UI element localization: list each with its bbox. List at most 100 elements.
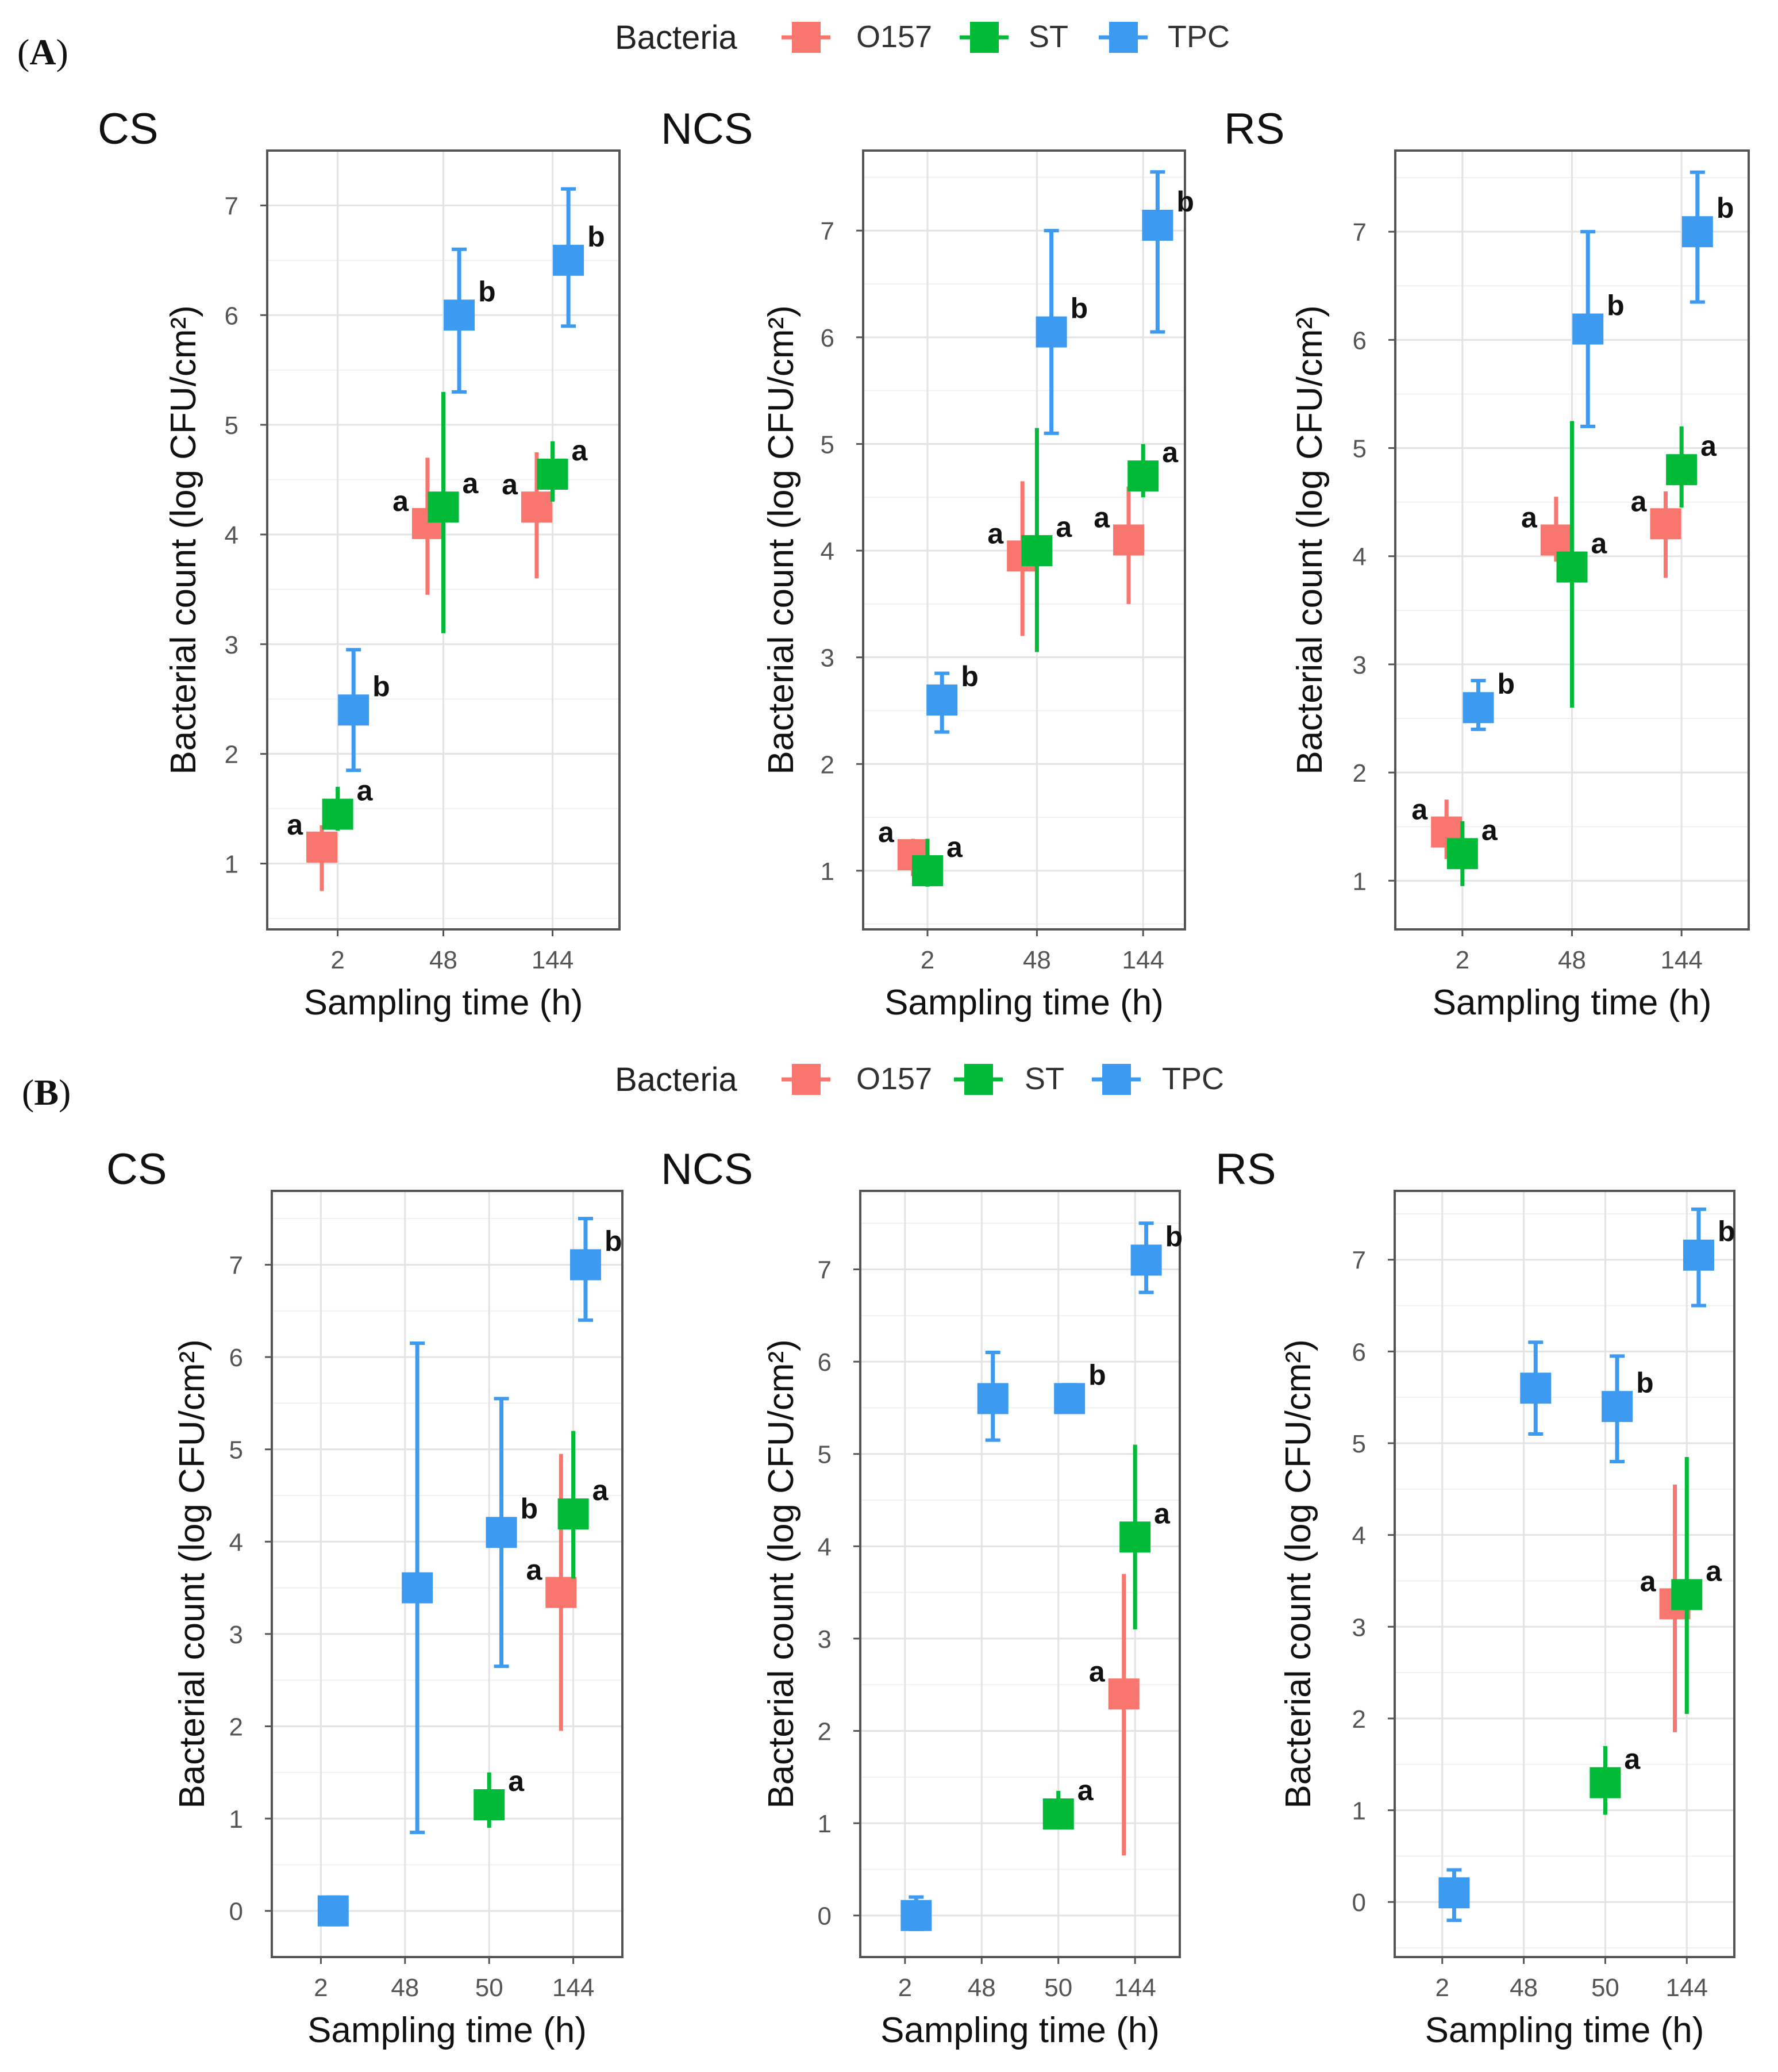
y-tick-label: 1 [1352, 1797, 1366, 1825]
y-tick-label: 2 [1353, 759, 1367, 787]
y-tick-label: 3 [821, 644, 834, 672]
legend-b-key-tpc-square [1102, 1064, 1131, 1095]
plot-frame [271, 1190, 624, 1958]
y-tick-label: 4 [818, 1533, 832, 1561]
data-point-tpc [1520, 1373, 1552, 1404]
data-point-st [912, 855, 943, 886]
x-tick-label: 48 [1558, 946, 1586, 974]
y-tick-label: 6 [821, 324, 834, 352]
data-point-tpc [444, 299, 475, 331]
y-tick-label: 3 [1353, 651, 1367, 679]
legend-a: Bacteria O157 ST TPC [615, 19, 1230, 56]
significance-label: a [1640, 1565, 1657, 1597]
y-tick-label: 1 [818, 1810, 832, 1838]
x-axis-label: Sampling time (h) [884, 983, 1164, 1022]
legend-b-key-st [954, 1064, 1003, 1095]
plot-background [272, 1191, 622, 1957]
y-tick-label: 5 [225, 412, 238, 440]
y-tick-label: 0 [818, 1902, 832, 1931]
x-tick-label: 50 [1044, 1974, 1072, 2002]
significance-label: a [502, 468, 518, 501]
plot-b-rs: 0 1 2 3 4 5 6 7 2 48 50 144 a a a b b RS Sampling time (h)… [1215, 1145, 1735, 2050]
data-point-tpc [402, 1572, 433, 1604]
data-point-st [1446, 838, 1478, 870]
legend-b-key-o157 [782, 1064, 830, 1095]
y-tick-label: 5 [818, 1441, 832, 1469]
significance-label: a [287, 809, 303, 841]
data-point-tpc [1054, 1383, 1086, 1414]
y-tick-label: 5 [229, 1436, 243, 1464]
plot-title: RS [1215, 1145, 1276, 1194]
data-point-tpc [553, 244, 584, 276]
data-point-o157 [1540, 524, 1572, 556]
y-tick-label: 2 [821, 751, 834, 779]
data-point-st [537, 458, 568, 490]
significance-label: b [1636, 1367, 1654, 1399]
y-tick-label: 6 [1352, 1338, 1366, 1366]
y-tick-label: 1 [1353, 867, 1367, 895]
data-point-o157 [1113, 524, 1144, 556]
significance-label: b [1607, 290, 1625, 322]
x-tick-label: 2 [921, 946, 934, 974]
significance-label: b [1717, 192, 1734, 224]
significance-label: a [572, 435, 588, 467]
y-tick-label: 3 [818, 1625, 832, 1654]
significance-label: b [478, 275, 496, 307]
significance-label: b [587, 221, 605, 253]
significance-label: b [1498, 668, 1515, 700]
data-point-tpc [1036, 316, 1067, 348]
significance-label: a [1700, 430, 1717, 462]
x-tick-label: 144 [1114, 1974, 1156, 2002]
y-tick-label: 6 [229, 1344, 243, 1372]
y-tick-label: 6 [1353, 326, 1367, 355]
y-tick-label: 1 [225, 850, 238, 878]
significance-label: a [1591, 528, 1608, 560]
data-point-tpc [900, 1900, 932, 1931]
y-tick-label: 1 [821, 858, 834, 886]
x-axis-label: Sampling time (h) [307, 2011, 587, 2050]
plot-title: NCS [661, 105, 753, 153]
significance-label: a [878, 816, 895, 848]
plot-frame [862, 149, 1186, 931]
data-point-tpc [1130, 1244, 1162, 1276]
data-point-tpc [1142, 209, 1173, 241]
x-tick-label: 50 [1591, 1974, 1619, 2002]
legend-b: Bacteria O157 ST TPC [615, 1061, 1224, 1098]
data-point-o157 [306, 831, 338, 863]
data-point-tpc [569, 1249, 601, 1281]
legend-b-key-st-square [964, 1064, 993, 1095]
plot-b-ncs: 0 1 2 3 4 5 6 7 2 48 50 144 a a a b b NCS Sampling time (h… [661, 1145, 1183, 2050]
significance-label: a [1094, 502, 1110, 534]
data-point-tpc [1463, 692, 1494, 724]
significance-label: a [463, 467, 479, 499]
y-axis-label: Bacterial count (log CFU/cm²) [761, 1339, 801, 1809]
significance-label: a [1624, 1743, 1641, 1775]
legend-a-key-o157-square [792, 22, 821, 53]
x-tick-label: 48 [1023, 946, 1051, 974]
y-tick-label: 4 [1353, 543, 1367, 571]
data-point-st [1671, 1579, 1703, 1610]
significance-label: b [1088, 1359, 1106, 1391]
x-tick-label: 2 [314, 1974, 328, 2002]
panel-label-a: (A) [17, 32, 68, 72]
plot-title: CS [106, 1145, 167, 1194]
y-axis-label: Bacterial count (log CFU/cm²) [164, 305, 203, 775]
y-tick-label: 4 [821, 537, 834, 566]
legend-a-key-tpc-square [1109, 22, 1138, 53]
x-tick-label: 2 [1435, 1974, 1449, 2002]
x-tick-label: 48 [391, 1974, 419, 2002]
legend-a-key-tpc [1099, 22, 1148, 53]
significance-label: b [1176, 186, 1194, 218]
data-point-st [1666, 454, 1698, 486]
x-tick-label: 144 [1660, 946, 1702, 974]
significance-label: a [946, 831, 963, 863]
y-axis-label: Bacterial count (log CFU/cm²) [172, 1339, 212, 1809]
plot-title: NCS [661, 1145, 753, 1194]
x-tick-label: 48 [1510, 1974, 1538, 2002]
x-tick-label: 144 [552, 1974, 594, 2002]
x-tick-label: 144 [1122, 946, 1164, 974]
